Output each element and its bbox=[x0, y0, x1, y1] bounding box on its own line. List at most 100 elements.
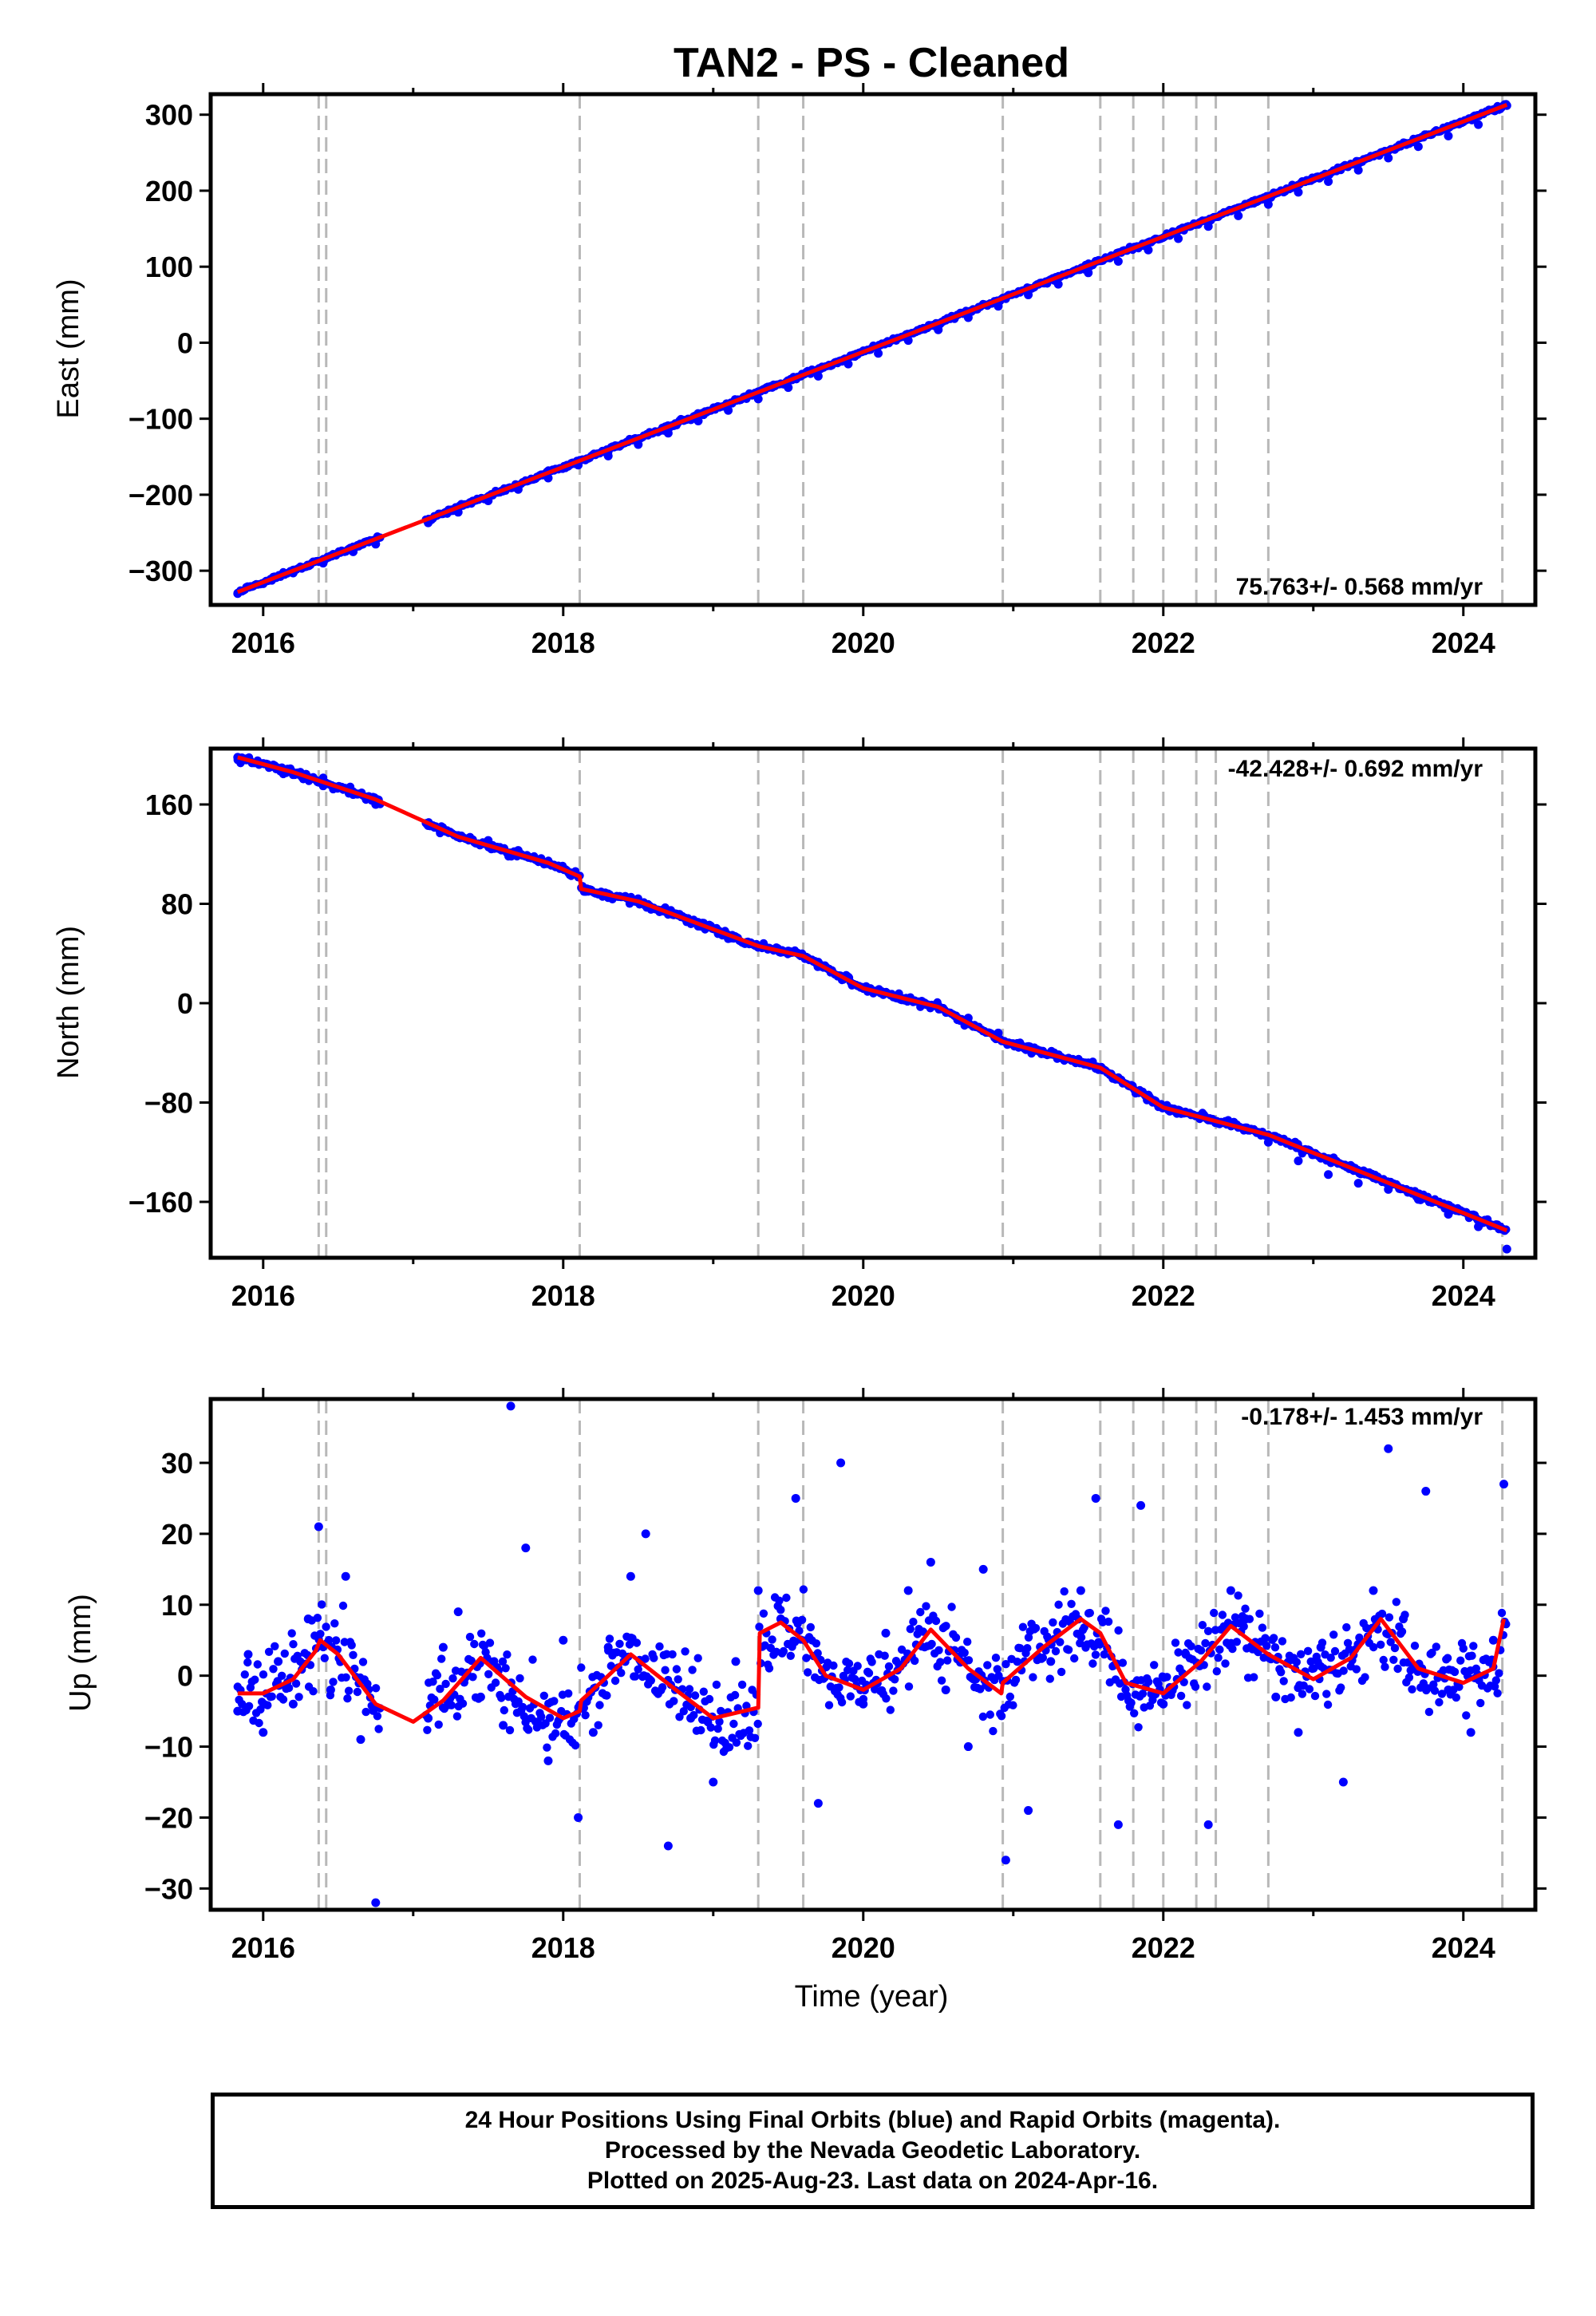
up-observation-point bbox=[1429, 1680, 1438, 1689]
east-observation-point bbox=[1413, 142, 1423, 152]
up-observation-point bbox=[942, 1622, 950, 1630]
up-observation-point bbox=[603, 1642, 613, 1652]
east-observation-point bbox=[1113, 257, 1123, 267]
up-observation-point bbox=[1176, 1691, 1186, 1701]
up-observation-point bbox=[1005, 1692, 1015, 1701]
up-observation-point bbox=[1292, 1658, 1302, 1666]
up-observation-point bbox=[1011, 1675, 1021, 1685]
up-observation-point bbox=[322, 1622, 330, 1631]
up-observation-point bbox=[732, 1738, 741, 1747]
north-x-tick-label: 2024 bbox=[1432, 1279, 1495, 1312]
up-observation-point bbox=[836, 1458, 846, 1468]
east-observation-point bbox=[843, 359, 853, 369]
up-observation-point bbox=[634, 1665, 642, 1674]
up-observation-point bbox=[775, 1596, 784, 1605]
up-observation-point bbox=[243, 1650, 253, 1659]
footer-line-3: Plotted on 2025-Aug-23. Last data on 202… bbox=[587, 2168, 1159, 2194]
up-observation-point bbox=[1369, 1642, 1378, 1652]
up-observation-point bbox=[1338, 1777, 1348, 1787]
up-observation-point bbox=[373, 1712, 382, 1721]
up-observation-point bbox=[846, 1692, 855, 1701]
up-observation-point bbox=[1297, 1650, 1306, 1658]
up-observation-point bbox=[594, 1721, 602, 1729]
up-observation-point bbox=[1452, 1693, 1461, 1702]
up-observation-point bbox=[537, 1712, 546, 1721]
east-x-tick-label: 2024 bbox=[1432, 626, 1495, 659]
north-panel: North (mm) -42.428+/- 0.692 mm/yr 2016 20… bbox=[52, 737, 1547, 1312]
east-observation-point bbox=[903, 336, 913, 346]
up-observation-point bbox=[786, 1651, 795, 1660]
up-observation-point bbox=[1049, 1618, 1057, 1627]
up-frame bbox=[208, 1397, 1538, 1912]
up-y-tick-label: −30 bbox=[144, 1872, 193, 1905]
up-observation-point bbox=[884, 1662, 894, 1671]
up-observation-point bbox=[844, 1659, 854, 1668]
up-observation-point bbox=[675, 1713, 684, 1721]
up-ylabel: Up (mm) bbox=[64, 1594, 97, 1712]
east-observation-point bbox=[1353, 165, 1363, 175]
up-observation-point bbox=[1234, 1591, 1242, 1600]
up-observation-point bbox=[1271, 1692, 1281, 1701]
up-observation-point bbox=[1330, 1646, 1340, 1656]
up-observation-point bbox=[353, 1687, 362, 1697]
up-observation-point bbox=[436, 1685, 444, 1694]
up-observation-point bbox=[263, 1701, 272, 1709]
up-observation-point bbox=[1462, 1711, 1471, 1720]
up-observation-point bbox=[864, 1669, 874, 1678]
up-observation-point bbox=[646, 1676, 655, 1685]
up-observation-point bbox=[1077, 1633, 1086, 1642]
up-observation-point bbox=[1218, 1611, 1227, 1619]
up-observation-point bbox=[1221, 1659, 1230, 1668]
north-plot-layer bbox=[233, 749, 1511, 1258]
up-observation-point bbox=[829, 1661, 838, 1670]
up-observation-point bbox=[1497, 1608, 1507, 1618]
up-observation-point bbox=[730, 1690, 740, 1700]
up-observation-point bbox=[626, 1571, 635, 1581]
up-observation-point bbox=[989, 1726, 998, 1736]
up-observation-point bbox=[1306, 1657, 1315, 1666]
east-plot-layer bbox=[233, 94, 1511, 605]
east-observation-point bbox=[994, 302, 1003, 311]
up-observation-point bbox=[1390, 1643, 1400, 1653]
up-observation-point bbox=[1231, 1613, 1240, 1622]
east-model-line bbox=[236, 102, 1508, 595]
east-observation-point bbox=[543, 473, 553, 483]
up-observation-point bbox=[1456, 1656, 1465, 1665]
east-observation-point bbox=[603, 451, 613, 460]
up-observation-point bbox=[661, 1666, 670, 1674]
up-observation-point bbox=[1385, 1613, 1394, 1622]
up-observation-point bbox=[1488, 1635, 1498, 1645]
up-observation-point bbox=[429, 1678, 437, 1686]
north-y-tick-label: −160 bbox=[128, 1186, 193, 1219]
east-observation-point bbox=[784, 383, 793, 393]
up-observation-point bbox=[937, 1676, 946, 1685]
up-observation-point bbox=[1031, 1623, 1041, 1633]
up-observation-point bbox=[1045, 1674, 1055, 1683]
up-observation-point bbox=[528, 1655, 537, 1664]
east-observation-point bbox=[1053, 279, 1063, 289]
up-observation-point bbox=[1279, 1677, 1288, 1686]
up-observation-point bbox=[1113, 1820, 1123, 1829]
up-observation-point bbox=[753, 1719, 762, 1729]
east-observation-point bbox=[934, 325, 943, 334]
up-observation-point bbox=[655, 1642, 664, 1651]
up-observation-point bbox=[1210, 1608, 1219, 1618]
up-observation-point bbox=[356, 1735, 365, 1745]
up-observation-point bbox=[358, 1658, 368, 1666]
up-observation-point bbox=[1174, 1648, 1183, 1657]
up-observation-point bbox=[859, 1699, 868, 1709]
up-observation-point bbox=[1232, 1638, 1242, 1646]
up-observation-point bbox=[983, 1661, 992, 1670]
east-observation-point bbox=[1084, 268, 1093, 278]
up-observation-point bbox=[1214, 1654, 1223, 1662]
up-x-tick-label: 2018 bbox=[531, 1931, 595, 1964]
up-observation-point bbox=[1435, 1697, 1444, 1707]
up-observation-point bbox=[1241, 1604, 1250, 1613]
up-observation-point bbox=[313, 1614, 322, 1622]
up-observation-point bbox=[1339, 1666, 1348, 1675]
up-observation-point bbox=[802, 1654, 811, 1662]
up-observation-point bbox=[690, 1691, 700, 1700]
up-observation-point bbox=[1444, 1685, 1453, 1694]
up-observation-point bbox=[374, 1725, 383, 1733]
x-axis-label: Time (year) bbox=[795, 1980, 949, 2014]
